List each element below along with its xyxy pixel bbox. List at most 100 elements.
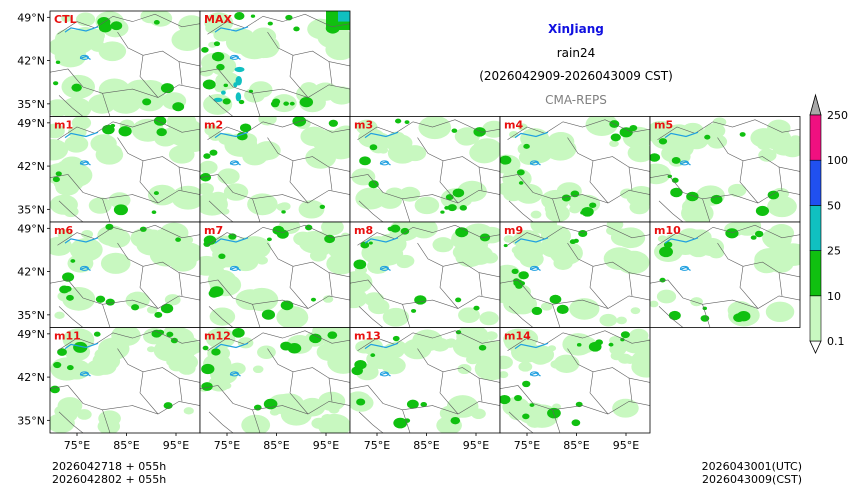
boundary-line — [478, 378, 483, 402]
river-line — [364, 342, 399, 350]
light-rain-area — [503, 187, 523, 202]
moderate-rain-area — [151, 210, 157, 214]
moderate-rain-area — [232, 328, 245, 338]
light-rain-area — [550, 360, 563, 369]
light-rain-area — [432, 237, 454, 253]
moderate-rain-area — [281, 210, 286, 214]
light-rain-area — [146, 346, 156, 353]
light-rain-area — [252, 144, 276, 161]
moderate-rain-area — [163, 402, 173, 410]
light-rain-area — [305, 146, 337, 169]
moderate-rain-area — [393, 417, 408, 429]
moderate-rain-area — [518, 271, 529, 280]
boundary-line — [57, 330, 200, 351]
boundary-line — [328, 167, 333, 191]
river-line — [679, 161, 691, 166]
colorbar-segment — [809, 114, 822, 161]
moderate-rain-area — [455, 297, 462, 303]
moderate-rain-area — [359, 156, 371, 166]
light-rain-area — [402, 338, 432, 360]
boundary-line — [57, 224, 200, 246]
panel-label: MAX — [204, 13, 232, 26]
river-line — [64, 26, 99, 33]
light-rain-area — [511, 233, 530, 247]
moderate-rain-area — [153, 20, 160, 25]
moderate-rain-area — [420, 401, 428, 408]
moderate-rain-area — [175, 237, 181, 242]
light-rain-area — [351, 168, 376, 186]
heavy-rain-area — [338, 11, 350, 22]
river-line — [214, 26, 249, 33]
moderate-rain-area — [658, 138, 668, 145]
light-rain-area — [59, 163, 93, 188]
boundary-line — [267, 348, 350, 383]
moderate-rain-area — [523, 143, 530, 149]
light-rain-area — [767, 195, 797, 218]
light-rain-area — [368, 298, 390, 315]
moderate-rain-area — [659, 246, 673, 258]
colorbar-segment — [809, 159, 822, 206]
boundary-line — [628, 378, 633, 402]
light-rain-area — [50, 123, 65, 139]
light-rain-area — [200, 160, 218, 175]
moderate-rain-area — [511, 268, 519, 275]
light-rain-area — [360, 281, 370, 288]
light-rain-area — [293, 231, 314, 246]
heavy-rain-area — [235, 92, 242, 102]
light-rain-area — [317, 413, 350, 433]
heavy-rain-area — [235, 76, 242, 86]
moderate-rain-area — [151, 329, 162, 338]
boundary-line — [102, 409, 111, 433]
boundary-line — [267, 242, 350, 278]
light-rain-area — [147, 184, 177, 206]
boundary-line — [778, 167, 783, 191]
light-rain-area — [616, 316, 627, 325]
moderate-rain-area — [767, 190, 780, 200]
river-line — [514, 237, 549, 244]
boundary-line — [357, 224, 500, 246]
boundary-line — [328, 272, 333, 296]
moderate-rain-area — [514, 394, 522, 402]
moderate-rain-area — [201, 382, 213, 391]
light-rain-area — [175, 119, 200, 138]
moderate-rain-area — [670, 187, 683, 198]
boundary-line — [628, 167, 633, 191]
colorbar-segment — [809, 205, 822, 251]
colorbar-level-label: 50 — [827, 199, 841, 212]
light-rain-area — [690, 297, 703, 307]
light-rain-area — [204, 124, 220, 136]
lon-label: 85°E — [413, 439, 439, 452]
light-rain-area — [650, 300, 659, 308]
lake-outline — [230, 160, 239, 166]
boundary-line — [178, 378, 183, 402]
moderate-rain-area — [216, 63, 225, 71]
boundary-line — [358, 200, 384, 222]
moderate-rain-area — [733, 313, 745, 323]
valid-time-footer: 2026043001(UTC) 2026043009(CST) — [690, 460, 802, 486]
moderate-rain-area — [620, 337, 625, 342]
lon-label: 95°E — [463, 439, 489, 452]
boundary-line — [139, 266, 159, 309]
river-line — [79, 161, 91, 166]
panel-m10: m10 — [649, 221, 801, 328]
light-rain-area — [50, 99, 71, 117]
light-rain-area — [268, 394, 296, 414]
light-rain-area — [209, 307, 236, 326]
light-rain-area — [221, 382, 232, 390]
boundary-line — [508, 306, 534, 328]
light-rain-area — [514, 183, 543, 204]
boundary-line — [402, 198, 411, 222]
panel-label: m5 — [654, 119, 673, 132]
light-rain-area — [503, 235, 515, 243]
moderate-rain-area — [531, 306, 543, 316]
moderate-rain-area — [55, 60, 61, 64]
light-rain-area — [171, 185, 200, 210]
boundary-line — [778, 272, 783, 296]
moderate-rain-area — [203, 241, 211, 247]
moderate-rain-area — [66, 294, 74, 301]
panel-label: m12 — [204, 330, 231, 343]
panel-label: m6 — [54, 224, 73, 237]
light-rain-area — [427, 125, 439, 135]
moderate-rain-area — [516, 169, 525, 176]
light-rain-area — [471, 408, 486, 419]
